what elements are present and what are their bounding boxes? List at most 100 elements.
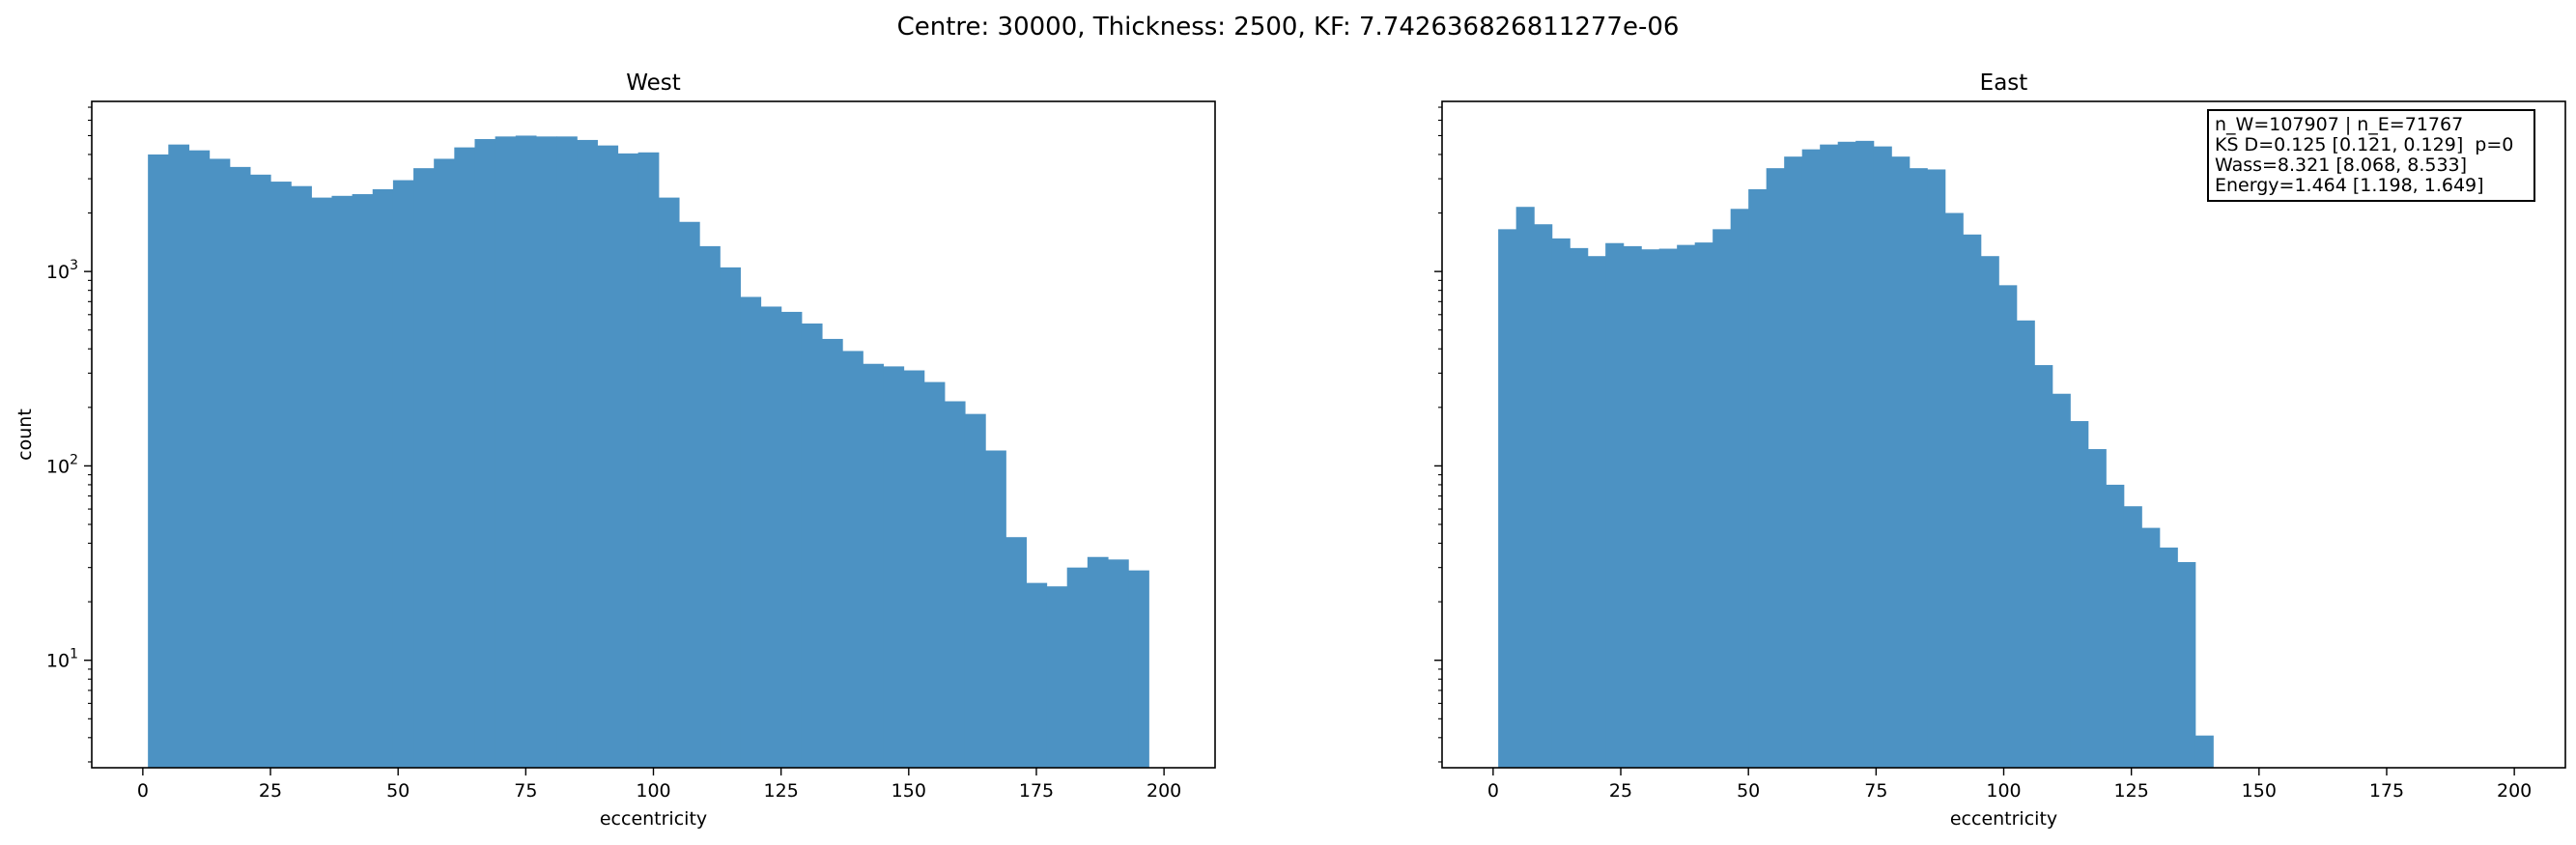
histogram-bar (1694, 242, 1713, 769)
histogram-bar (1784, 156, 1803, 768)
histogram-bar (1891, 156, 1911, 768)
x-tick-label: 200 (1146, 780, 1181, 802)
stats-line-ks: KS D=0.125 [0.121, 0.129] p=0 (2215, 134, 2514, 155)
histogram-bar (1980, 256, 1999, 768)
x-axis-label: eccentricity (600, 808, 707, 830)
histogram-bar (1677, 244, 1696, 769)
histogram-bar (863, 363, 884, 768)
x-tick-label: 150 (892, 780, 926, 802)
histogram-bar (291, 185, 312, 769)
histogram-bar (658, 197, 680, 769)
histogram-bar (1551, 238, 1571, 769)
histogram-bar (637, 152, 660, 769)
histogram-bar (1713, 229, 1732, 769)
histogram-bar (1766, 168, 1785, 768)
histogram-bar (1658, 248, 1678, 768)
histogram-bar (2194, 735, 2214, 768)
histogram-bar (1855, 140, 1875, 768)
histogram-bar (515, 135, 537, 769)
stats-legend-box: n_W=107907 | n_E=71767 KS D=0.125 [0.121… (2207, 109, 2535, 202)
x-tick-label: 200 (2497, 780, 2532, 802)
histogram-bar (923, 381, 946, 768)
histogram-bar (903, 370, 925, 768)
x-tick-label: 175 (1019, 780, 1054, 802)
histogram-bar (2016, 320, 2035, 768)
histogram-bar (1498, 229, 1517, 769)
x-tick-label: 100 (1986, 780, 2021, 802)
histogram-bar (535, 136, 557, 769)
histogram-bar (2141, 527, 2161, 768)
histogram-bar (188, 150, 211, 769)
histogram-bar (1005, 537, 1028, 768)
histogram-bar (2159, 548, 2178, 768)
y-axis-label: count (14, 408, 36, 461)
x-tick-label: 25 (259, 780, 282, 802)
histogram-bar (842, 351, 863, 768)
histogram-bar (1534, 224, 1553, 768)
stats-line-energy: Energy=1.464 [1.198, 1.649] (2215, 175, 2484, 196)
histogram-bar (1730, 209, 1749, 768)
stats-line-counts: n_W=107907 | n_E=71767 (2215, 114, 2464, 135)
histogram-bar (372, 188, 394, 769)
x-tick-label: 100 (636, 780, 670, 802)
histogram-bar (2052, 393, 2071, 768)
x-tick-label: 175 (2369, 780, 2404, 802)
histogram-bar (944, 401, 966, 768)
histogram-bar (556, 136, 578, 769)
axes-title: West (626, 70, 681, 96)
histogram-bar (740, 296, 762, 768)
histogram-bar (331, 195, 354, 768)
x-tick-label: 125 (2114, 780, 2149, 802)
x-tick-label: 125 (764, 780, 799, 802)
histogram-bar (577, 139, 598, 769)
histogram-bar (617, 153, 639, 768)
histogram-bar (229, 166, 251, 769)
histogram-bar (1107, 559, 1129, 768)
histogram-bar (2070, 421, 2089, 768)
histogram-bar (1801, 149, 1821, 769)
histogram-bar (883, 366, 905, 768)
histogram-bar (352, 194, 374, 768)
histogram-bar (964, 413, 986, 768)
histogram-bar (597, 145, 619, 769)
histogram-bar (1837, 141, 1856, 769)
histogram-bar (454, 147, 476, 769)
histogram-bar (678, 221, 700, 768)
histogram-bar (1641, 249, 1660, 768)
histogram-bar (801, 324, 823, 768)
histogram-bar (1087, 556, 1109, 768)
histogram-bar (434, 158, 455, 768)
figure-title: Centre: 30000, Thickness: 2500, KF: 7.74… (896, 13, 1680, 42)
histogram-bar (2087, 449, 2107, 768)
histogram-bar (249, 174, 271, 768)
histogram-bar (1623, 245, 1642, 768)
histogram-bar (2123, 506, 2142, 768)
axes-title: East (1980, 70, 2028, 96)
histogram-bar (392, 180, 414, 768)
east-axes: 0 25 50 75 100 125 150 175 200 East eccentricity (1434, 70, 2566, 830)
histogram-bar (311, 197, 333, 769)
histogram-bar (495, 136, 517, 769)
histogram-bar (1944, 212, 1964, 768)
x-tick-label: 150 (2242, 780, 2277, 802)
histogram-bar (1570, 247, 1589, 768)
histogram-bar (2106, 484, 2125, 768)
histogram-bar (1605, 242, 1625, 768)
histogram-bar (1066, 567, 1089, 768)
histogram-bar (1873, 146, 1892, 769)
y-tick-label: 103 (46, 258, 78, 283)
histogram-bar (1927, 169, 1946, 769)
histogram-bar (1909, 168, 1928, 768)
histogram-bar (985, 450, 1006, 768)
histogram-bar (1026, 582, 1048, 768)
histogram-bar (821, 338, 843, 768)
y-tick-label: 101 (46, 647, 78, 672)
histogram-bar (474, 139, 496, 768)
x-tick-label: 75 (514, 780, 537, 802)
x-tick-label: 50 (1737, 780, 1760, 802)
histogram-bar (168, 144, 190, 768)
histogram-bar (209, 158, 231, 768)
histogram-bar (1748, 188, 1768, 769)
y-tick-label: 102 (46, 452, 78, 477)
histogram-bar (2177, 562, 2196, 768)
